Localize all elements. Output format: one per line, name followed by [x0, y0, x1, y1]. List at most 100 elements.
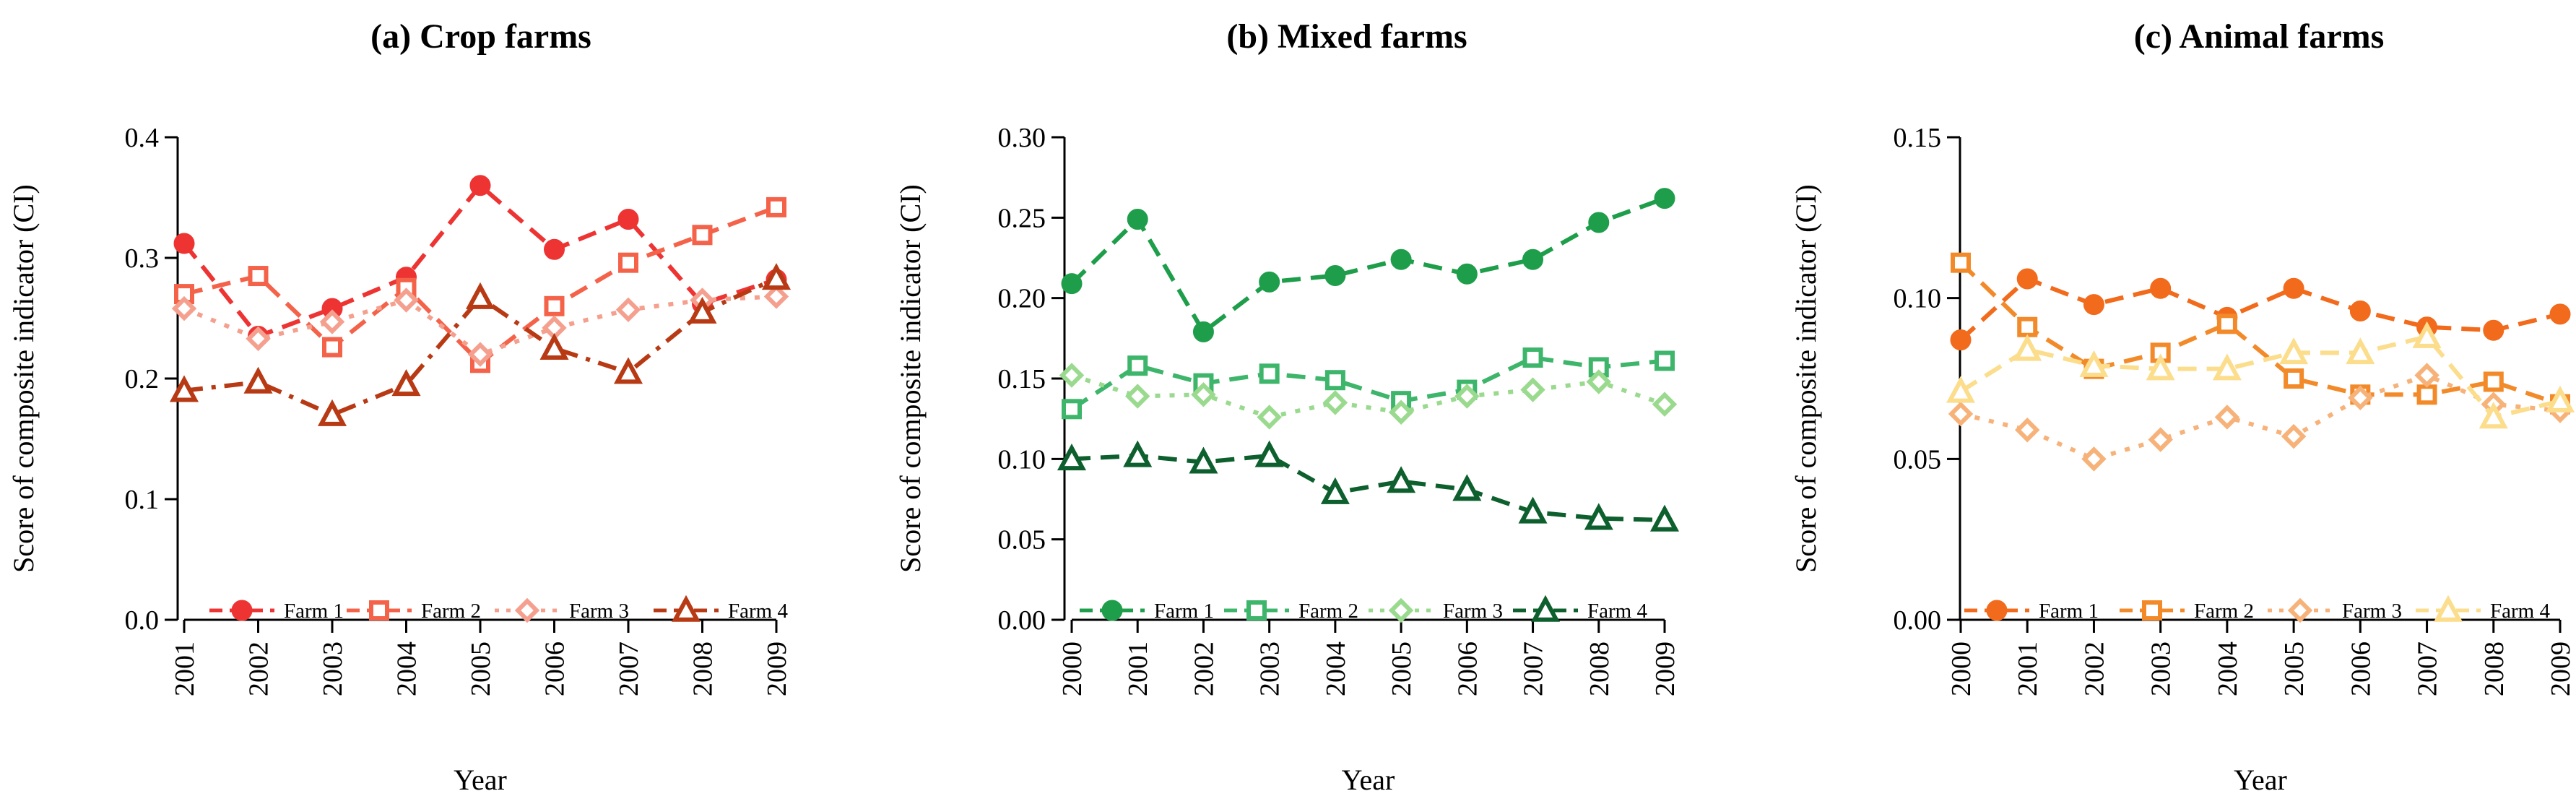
- data-point: [1320, 477, 1350, 504]
- data-point: [618, 252, 638, 273]
- y-tick-label: 0.3: [125, 243, 160, 274]
- data-point: [246, 326, 271, 352]
- data-point: [1456, 263, 1478, 285]
- legend-item: Farm 4: [654, 595, 788, 623]
- legend-label: Farm 4: [2490, 600, 2550, 623]
- series-line: [1959, 334, 2561, 420]
- x-axis-label: Year: [454, 764, 507, 796]
- data-point: [2545, 385, 2575, 412]
- data-point: [1655, 350, 1675, 371]
- series-line: [1959, 261, 2561, 407]
- x-tick-label: 2004: [2213, 641, 2243, 696]
- data-point: [1586, 369, 1612, 394]
- legend-marker: [231, 600, 253, 621]
- data-point: [1127, 355, 1148, 376]
- data-point: [2216, 314, 2237, 334]
- x-tick-label: 2005: [1387, 641, 1417, 696]
- data-point: [2414, 363, 2440, 388]
- legend-item: Farm 1: [1964, 600, 2099, 623]
- x-tick-label: 2005: [466, 641, 496, 696]
- y-tick-label: 0.25: [998, 203, 1046, 233]
- data-point: [1059, 363, 1085, 388]
- data-point: [2281, 423, 2307, 449]
- x-tick-label: 2005: [2279, 641, 2310, 696]
- y-axis-label: Score of composite indicator (CI): [1790, 184, 1822, 573]
- data-point: [544, 295, 565, 316]
- data-point: [692, 225, 713, 246]
- x-tick-label: 2006: [1452, 641, 1483, 696]
- x-tick-label: 2006: [2346, 641, 2376, 696]
- data-point: [1654, 188, 1675, 209]
- legend-label: Farm 1: [1154, 600, 1214, 623]
- x-tick-label: 2002: [244, 641, 274, 696]
- legend-item: Farm 2: [2120, 600, 2254, 623]
- data-point: [1259, 363, 1280, 384]
- data-point: [2150, 277, 2172, 299]
- series-line: [183, 294, 777, 357]
- x-tick-label: 2004: [392, 641, 422, 696]
- x-tick-label: 2003: [318, 641, 348, 696]
- y-tick-label: 0.05: [998, 525, 1046, 556]
- data-point: [317, 399, 347, 426]
- y-tick-label: 0.15: [1894, 123, 1942, 153]
- data-point: [1950, 329, 1972, 351]
- y-tick-label: 0.00: [1894, 605, 1942, 636]
- data-point: [617, 209, 639, 230]
- data-point: [2014, 418, 2040, 443]
- y-tick-label: 0.10: [998, 444, 1046, 475]
- series-line: [1960, 373, 2561, 462]
- y-tick-label: 0.15: [998, 364, 1046, 394]
- y-axis-label: Score of composite indicator (CI): [7, 184, 40, 573]
- data-point: [2348, 385, 2373, 410]
- y-tick-label: 0.1: [125, 485, 160, 515]
- series-line: [1071, 373, 1665, 420]
- data-point: [2081, 446, 2107, 472]
- x-tick-label: 2008: [2479, 641, 2510, 696]
- x-tick-label: 2008: [1584, 641, 1615, 696]
- legend-label: Farm 1: [2039, 600, 2099, 623]
- legend-marker: [1986, 600, 2008, 621]
- data-point: [1390, 248, 1412, 270]
- legend-label: Farm 2: [1298, 600, 1358, 623]
- y-tick-label: 0.10: [1894, 284, 1942, 314]
- x-tick-label: 2002: [2079, 641, 2109, 696]
- data-point: [1522, 347, 1543, 368]
- data-point: [1454, 384, 1480, 409]
- data-point: [1259, 271, 1280, 293]
- legend-item: Farm 4: [1513, 595, 1647, 623]
- data-point: [2016, 268, 2038, 290]
- y-tick-label: 0.2: [125, 364, 160, 394]
- chart-panel-3: (c) Animal farms 0.00 0.05 0.10 0.15 Score of…: [1790, 17, 2576, 796]
- data-point: [2279, 337, 2309, 365]
- x-tick-label: 2006: [540, 641, 571, 696]
- data-point: [467, 342, 493, 367]
- legend-marker: [1530, 595, 1561, 622]
- legend-item: Farm 2: [347, 600, 481, 623]
- series-line: [1070, 196, 1666, 334]
- legend: Farm 1 Farm 2 Farm 3 Farm 4: [1080, 595, 1647, 623]
- series-line: [183, 276, 778, 418]
- data-point: [171, 295, 197, 321]
- data-point: [1652, 392, 1678, 417]
- data-point: [2079, 350, 2109, 377]
- y-tick-label: 0.0: [125, 605, 160, 636]
- data-point: [763, 284, 789, 309]
- legend-item: Farm 2: [1224, 600, 1358, 623]
- legend-label: Farm 3: [569, 600, 629, 623]
- legend-item: Farm 1: [1080, 600, 1214, 623]
- data-point: [539, 332, 569, 360]
- data-point: [1123, 440, 1153, 467]
- legend-label: Farm 1: [284, 600, 344, 623]
- series-farm-1: [1061, 188, 1675, 342]
- chart-title: (c) Animal farms: [2134, 17, 2385, 56]
- data-point: [2483, 371, 2504, 392]
- x-tick-label: 2007: [614, 641, 644, 696]
- legend-item: Farm 4: [2416, 595, 2550, 623]
- data-point: [2483, 319, 2505, 341]
- data-point: [1584, 503, 1613, 530]
- legend-marker: [514, 597, 540, 623]
- data-point: [1948, 401, 1974, 427]
- data-point: [1649, 504, 1680, 532]
- data-point: [2284, 368, 2304, 389]
